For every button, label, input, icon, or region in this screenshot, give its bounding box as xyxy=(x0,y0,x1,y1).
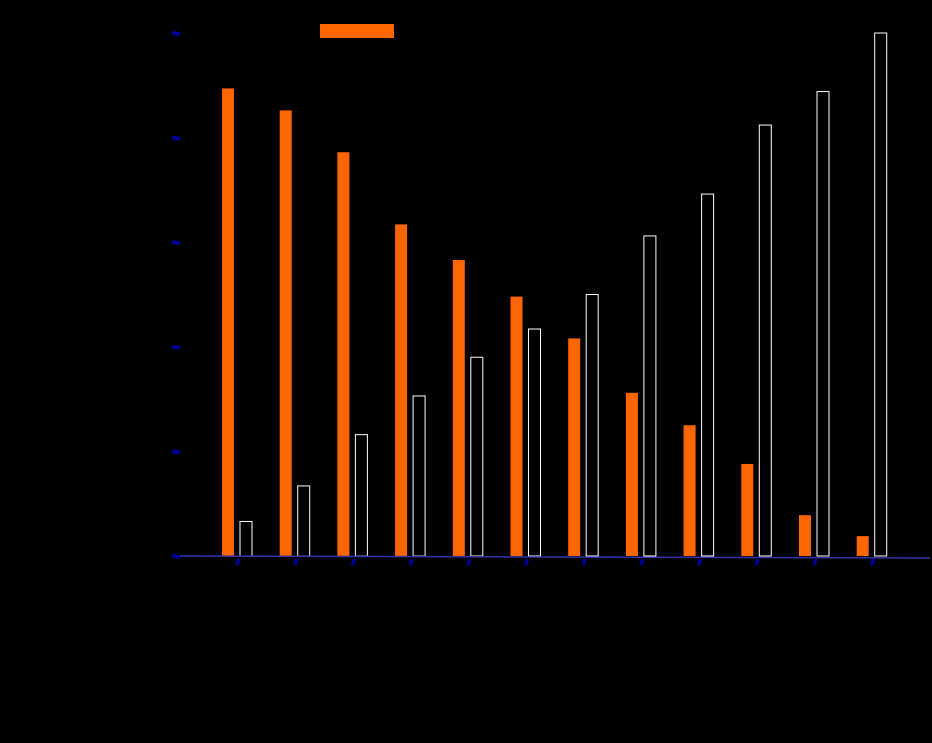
bar-series-1-cat-8 xyxy=(625,392,638,556)
bar-series-2-cat-1 xyxy=(239,520,253,557)
bar-series-2-cat-12 xyxy=(874,32,888,557)
x-tick xyxy=(523,558,530,566)
y-tick xyxy=(171,554,181,559)
bar-series-1-cat-12 xyxy=(856,536,869,556)
bar-series-2-cat-5 xyxy=(470,356,484,557)
y-tick xyxy=(171,240,181,246)
y-axis-ticks xyxy=(171,31,181,559)
x-tick xyxy=(696,558,703,566)
bar-series-1-cat-7 xyxy=(568,338,581,556)
bar-series-2-cat-9 xyxy=(701,193,715,557)
bar-series-1-cat-5 xyxy=(452,259,465,556)
bar-series-2-cat-11 xyxy=(816,91,830,557)
bar-series-1-cat-1 xyxy=(222,88,234,557)
x-tick xyxy=(870,558,876,566)
x-axis-ticks xyxy=(235,558,876,566)
bar-series-2-cat-3 xyxy=(354,434,368,557)
x-tick xyxy=(639,558,645,566)
bar-series-2-cat-6 xyxy=(528,328,541,557)
x-tick xyxy=(408,558,414,566)
x-tick xyxy=(812,558,818,566)
x-tick xyxy=(754,558,760,566)
y-tick xyxy=(171,449,181,455)
y-tick xyxy=(171,344,181,350)
x-axis xyxy=(179,555,931,559)
bar-series-2-cat-8 xyxy=(643,235,657,557)
bar-series-1-cat-6 xyxy=(510,296,523,556)
x-tick xyxy=(466,558,472,566)
bar-series-1-cat-11 xyxy=(799,515,811,556)
x-tick xyxy=(293,558,299,566)
y-tick xyxy=(171,135,181,141)
bar-series-2-cat-2 xyxy=(297,485,311,557)
bar-series-2-cat-4 xyxy=(412,395,426,557)
x-tick xyxy=(235,558,241,566)
x-axis-line xyxy=(179,555,931,559)
bar-series-1-cat-3 xyxy=(337,152,350,556)
bar-series-2-cat-10 xyxy=(758,124,772,557)
bars xyxy=(222,32,888,557)
x-tick xyxy=(581,558,587,566)
bar-series-1-cat-10 xyxy=(741,463,754,556)
bar-series-1-cat-9 xyxy=(683,425,696,556)
legend xyxy=(320,24,394,38)
x-tick xyxy=(350,558,357,566)
y-tick xyxy=(171,31,181,36)
legend-swatch-series-1 xyxy=(320,24,394,38)
bar-series-2-cat-7 xyxy=(585,294,599,557)
bar-series-1-cat-4 xyxy=(395,224,408,556)
bar-series-1-cat-2 xyxy=(279,110,292,557)
